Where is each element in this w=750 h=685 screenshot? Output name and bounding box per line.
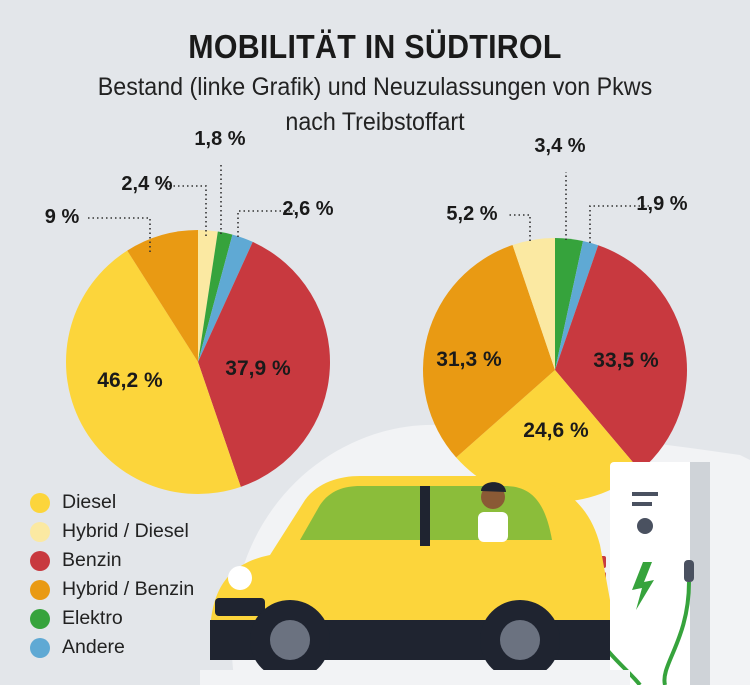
leader-line	[507, 214, 531, 241]
slice-label: 9 %	[45, 206, 80, 228]
slice-label: 5,2 %	[446, 203, 497, 225]
legend-label: Diesel	[62, 491, 117, 513]
pie-slice	[456, 370, 641, 502]
legend-swatch	[30, 637, 50, 658]
pie-slice	[512, 238, 555, 370]
leader-line	[589, 205, 650, 243]
legend-swatch	[30, 521, 50, 542]
legend-label: Andere	[62, 636, 125, 658]
legend-item: Benzin	[30, 546, 194, 575]
legend-label: Elektro	[62, 607, 123, 629]
legend-item: Elektro	[30, 604, 194, 633]
chart-title: MOBILITÄT IN SÜDTIROL	[188, 28, 562, 65]
slice-label: 24,6 %	[523, 419, 589, 442]
slice-label: 1,9 %	[636, 193, 687, 215]
pie-slice	[198, 230, 218, 362]
pie-slice	[127, 230, 198, 362]
legend-item: Hybrid / Diesel	[30, 517, 194, 546]
slice-label: 2,6 %	[282, 198, 333, 220]
legend-swatch	[30, 550, 50, 571]
slice-label: 2,4 %	[121, 173, 172, 195]
chart-subtitle: Bestand (linke Grafik) und Neuzulassunge…	[97, 73, 653, 136]
pie-slice	[423, 244, 555, 458]
legend-swatch	[30, 608, 50, 629]
car-illustration	[200, 462, 710, 685]
legend-swatch	[30, 579, 50, 600]
slice-label: 3,4 %	[534, 135, 585, 157]
slice-label: 33,5 %	[593, 349, 659, 372]
pie-slice	[65, 250, 241, 495]
slice-label: 46,2 %	[97, 369, 163, 392]
slice-label: 31,3 %	[436, 348, 502, 371]
legend: Diesel Hybrid / Diesel Benzin Hybrid / B…	[30, 488, 194, 662]
pie-slice	[555, 241, 599, 370]
slice-label: 37,9 %	[225, 357, 291, 380]
pie-slice	[198, 241, 330, 487]
charging-station-icon	[578, 462, 710, 685]
legend-swatch	[30, 492, 50, 513]
pie-slice	[555, 245, 687, 471]
pie-slice	[198, 231, 233, 362]
legend-label: Hybrid / Diesel	[62, 520, 189, 542]
legend-item: Andere	[30, 633, 194, 662]
legend-label: Hybrid / Benzin	[62, 578, 195, 600]
slice-label: 1,8 %	[194, 128, 245, 150]
leader-line	[162, 185, 207, 236]
legend-item: Hybrid / Benzin	[30, 575, 194, 604]
pie-slice	[555, 238, 584, 370]
legend-item: Diesel	[30, 488, 194, 517]
pie-slice	[198, 234, 253, 362]
legend-label: Benzin	[62, 549, 122, 571]
